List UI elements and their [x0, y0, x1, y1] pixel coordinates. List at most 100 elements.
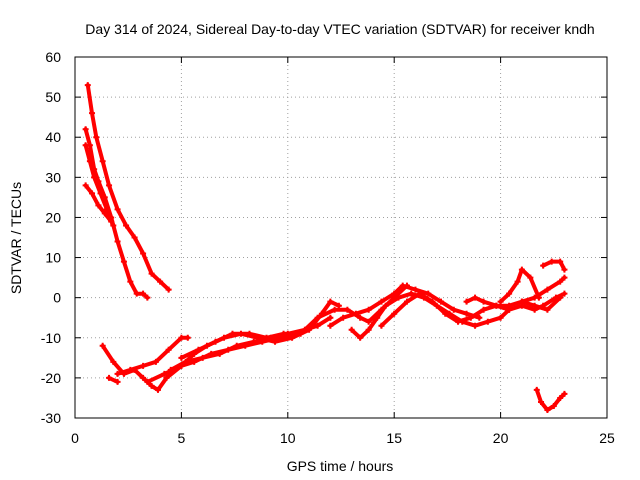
- data-point: [408, 290, 415, 297]
- data-point: [163, 374, 170, 381]
- data-point: [154, 386, 161, 393]
- data-point: [480, 298, 487, 305]
- data-point: [399, 282, 406, 289]
- data-point: [540, 262, 547, 269]
- data-point: [114, 378, 121, 385]
- y-tick-label: 60: [45, 49, 61, 65]
- y-tick-label: -30: [41, 410, 61, 426]
- data-point: [157, 278, 164, 285]
- y-tick-label: 0: [53, 290, 61, 306]
- data-point: [561, 290, 568, 297]
- data-point: [544, 286, 551, 293]
- x-tick-label: 0: [71, 430, 79, 446]
- series-points: [82, 182, 115, 225]
- data-point: [212, 338, 219, 345]
- y-tick-label: 40: [45, 129, 61, 145]
- data-point: [357, 334, 364, 341]
- data-point: [114, 206, 121, 213]
- data-point: [280, 330, 287, 337]
- data-point: [165, 346, 172, 353]
- plot-frame: [74, 56, 608, 419]
- data-point: [403, 298, 410, 305]
- data-point: [484, 318, 491, 325]
- data-point: [497, 298, 504, 305]
- series-points: [327, 282, 483, 329]
- data-point: [95, 202, 102, 209]
- data-point: [108, 218, 115, 225]
- data-point: [91, 174, 98, 181]
- data-point: [544, 406, 551, 413]
- data-point: [365, 318, 372, 325]
- data-point: [552, 294, 559, 301]
- data-point: [561, 266, 568, 273]
- data-point: [331, 306, 338, 313]
- y-tick-label: 10: [45, 250, 61, 266]
- data-point: [352, 310, 359, 317]
- series-line: [498, 267, 541, 304]
- data-point: [531, 294, 538, 301]
- data-point: [506, 290, 513, 297]
- y-axis-label: SDTVAR / TECUs: [8, 182, 24, 294]
- data-point: [538, 398, 545, 405]
- series-line: [100, 331, 299, 392]
- data-point: [123, 222, 130, 229]
- series-line: [85, 83, 171, 292]
- data-point: [357, 314, 364, 321]
- data-point: [514, 278, 521, 285]
- data-point: [425, 290, 432, 297]
- data-point: [382, 302, 389, 309]
- x-tick-label: 10: [280, 430, 296, 446]
- data-point: [216, 350, 223, 357]
- data-point: [148, 270, 155, 277]
- data-point: [395, 294, 402, 301]
- data-point: [476, 314, 483, 321]
- data-point: [297, 330, 304, 337]
- data-point: [391, 310, 398, 317]
- data-point: [140, 362, 147, 369]
- y-tick-label: -20: [41, 370, 61, 386]
- data-point: [272, 338, 279, 345]
- x-axis-label: GPS time / hours: [287, 458, 394, 474]
- data-point: [314, 314, 321, 321]
- data-point: [144, 294, 151, 301]
- y-tick-label: 20: [45, 209, 61, 225]
- series-points: [518, 274, 568, 305]
- data-point: [335, 302, 342, 309]
- series-points: [167, 314, 334, 373]
- data-point: [184, 334, 191, 341]
- data-point: [250, 338, 257, 345]
- data-point: [438, 298, 445, 305]
- data-point: [472, 322, 479, 329]
- data-point: [148, 382, 155, 389]
- data-point: [531, 306, 538, 313]
- data-point: [229, 330, 236, 337]
- data-point: [101, 210, 108, 217]
- data-point: [246, 330, 253, 337]
- data-point: [416, 290, 423, 297]
- data-point: [99, 342, 106, 349]
- data-point: [561, 274, 568, 281]
- chart-title: Day 314 of 2024, Sidereal Day-to-day VTE…: [85, 21, 594, 37]
- series-points: [497, 266, 542, 305]
- data-point: [314, 322, 321, 329]
- data-point: [340, 314, 347, 321]
- data-point: [557, 278, 564, 285]
- data-point: [442, 310, 449, 317]
- data-point: [378, 322, 385, 329]
- series-points: [114, 334, 191, 377]
- data-point: [391, 290, 398, 297]
- data-point: [527, 274, 534, 281]
- data-point: [82, 142, 89, 149]
- data-point: [131, 234, 138, 241]
- series-line: [179, 283, 409, 360]
- data-point: [165, 286, 172, 293]
- data-point: [97, 190, 104, 197]
- data-point: [99, 158, 106, 165]
- data-point: [327, 298, 334, 305]
- data-point: [144, 378, 151, 385]
- data-point: [374, 314, 381, 321]
- series-line: [541, 259, 567, 272]
- data-point: [472, 294, 479, 301]
- series-points: [82, 142, 117, 229]
